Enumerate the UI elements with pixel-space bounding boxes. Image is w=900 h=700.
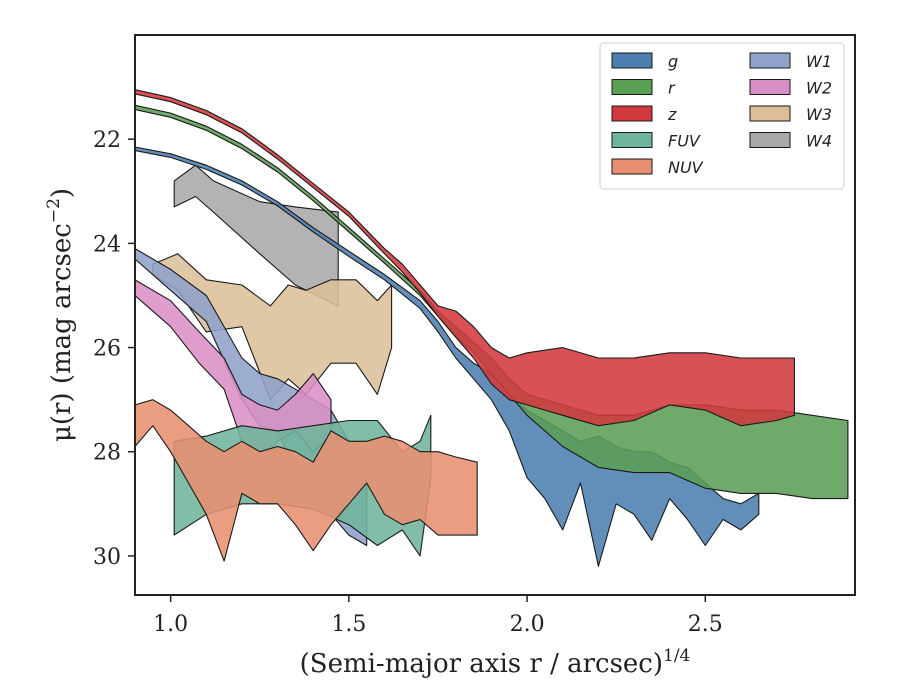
y-tick-label: 30 (93, 545, 121, 570)
x-tick-label: 2.5 (688, 612, 723, 637)
x-tick-label: 1.5 (331, 612, 366, 637)
legend: grz FUV NUV W1 W2 W3 W4 (599, 42, 845, 190)
legend-swatch-fuv (611, 132, 653, 148)
legend-swatch-w1 (749, 52, 791, 69)
y-tick-label: 24 (93, 232, 121, 257)
profile-bands (135, 89, 849, 567)
legend-swatch-z (611, 105, 653, 122)
band-w3 (152, 253, 393, 401)
legend-swatch-g (611, 52, 653, 69)
y-axis-ticks: 22 24 26 28 30 (93, 128, 135, 570)
x-axis-label: (Semi-major axis r / arcsec)1/4 (300, 646, 691, 679)
legend-swatch-w4 (749, 132, 791, 148)
legend-swatch-nuv (611, 158, 653, 175)
plot-frame (134, 34, 856, 596)
legend-label-g: g (668, 52, 678, 71)
legend-label-w1: W1 (806, 52, 832, 71)
legend-label-fuv: FUV (668, 132, 701, 151)
y-axis-label: μ(r) (mag arcsec−2) (44, 188, 77, 442)
legend-swatch-r (611, 79, 653, 95)
x-tick-label: 2.0 (510, 612, 545, 637)
legend-label-w3: W3 (806, 105, 832, 124)
legend-label-z: z (667, 105, 677, 124)
y-tick-label: 22 (93, 128, 121, 153)
legend-label-r: r (668, 79, 676, 98)
legend-label-w4: W4 (806, 132, 832, 151)
legend-label-w2: W2 (806, 79, 832, 98)
y-tick-label: 26 (93, 337, 121, 362)
x-tick-label: 1.0 (153, 612, 188, 637)
legend-swatch-w2 (749, 79, 791, 95)
legend-label-nuv: NUV (668, 158, 704, 177)
band-nuv (135, 399, 478, 562)
legend-swatch-w3 (749, 105, 791, 122)
y-tick-label: 28 (93, 441, 121, 466)
x-axis-ticks: 1.0 1.5 2.0 2.5 (153, 595, 723, 637)
band-z (135, 89, 795, 427)
